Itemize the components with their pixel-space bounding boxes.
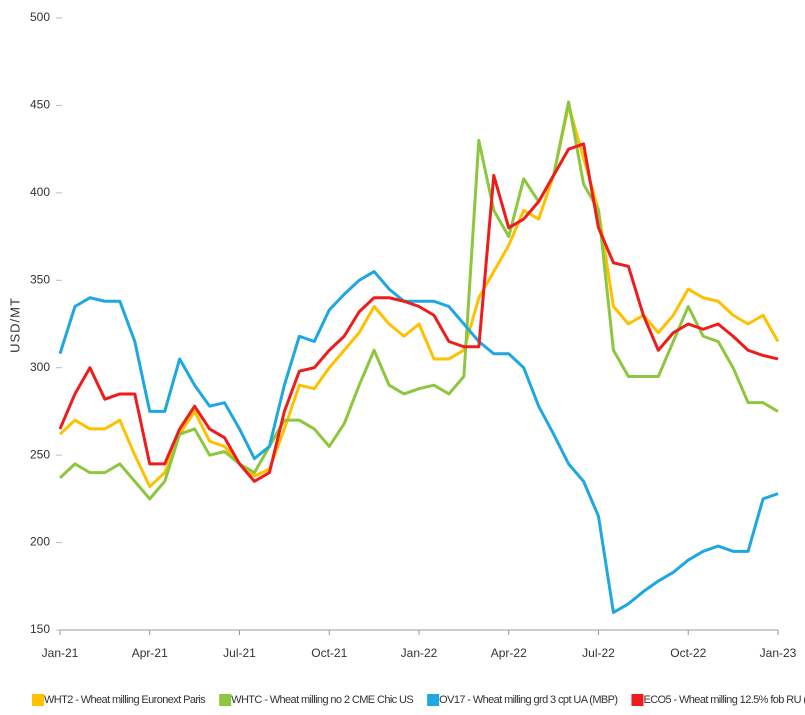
x-tick-label: Apr-21 bbox=[132, 646, 168, 660]
legend-label: ECO5 - Wheat milling 12.5% fob RU (MBP) bbox=[643, 694, 805, 706]
series-line bbox=[58, 100, 779, 501]
x-tick-label: Oct-22 bbox=[670, 646, 706, 660]
legend-label: OV17 - Wheat milling grd 3 cpt UA (MBP) bbox=[439, 694, 617, 706]
x-tick-label: Jan-23 bbox=[760, 646, 797, 660]
y-axis-label: USD/MT bbox=[7, 297, 22, 353]
y-tick-label: 400 bbox=[30, 185, 50, 199]
series-line bbox=[58, 103, 780, 489]
y-tick-label: 450 bbox=[30, 98, 50, 112]
y-tick-label: 150 bbox=[30, 622, 50, 636]
series-line bbox=[58, 270, 779, 615]
y-tick-label: 300 bbox=[30, 360, 50, 374]
y-tick-label: 350 bbox=[30, 272, 50, 286]
x-tick-label: Oct-21 bbox=[311, 646, 347, 660]
x-tick-label: Jul-22 bbox=[582, 646, 615, 660]
x-tick-label: Apr-22 bbox=[491, 646, 527, 660]
legend-label: WHT2 - Wheat milling Euronext Paris bbox=[44, 694, 206, 706]
legend-swatch bbox=[32, 694, 44, 706]
legend-label: WHTC - Wheat milling no 2 CME Chic US bbox=[231, 694, 413, 706]
legend-swatch bbox=[631, 694, 644, 706]
x-tick-label: Jul-21 bbox=[223, 646, 256, 660]
legend-swatch bbox=[219, 694, 232, 706]
series-line bbox=[58, 142, 779, 483]
legend-swatch bbox=[427, 694, 440, 706]
y-tick-label: 500 bbox=[30, 10, 50, 24]
y-tick-label: 250 bbox=[30, 447, 50, 461]
y-tick-label: 200 bbox=[30, 535, 50, 549]
x-tick-label: Jan-22 bbox=[401, 646, 438, 660]
x-tick-label: Jan-21 bbox=[42, 646, 79, 660]
